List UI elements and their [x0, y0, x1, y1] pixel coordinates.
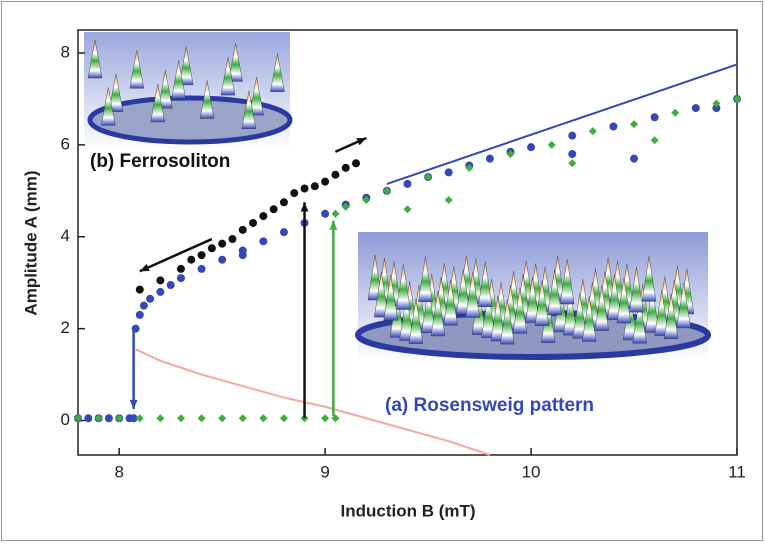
point: [218, 256, 226, 264]
point: [311, 182, 319, 190]
point: [84, 414, 92, 422]
x-tick-label: 9: [320, 462, 329, 481]
y-axis-label: Amplitude A (mm): [21, 170, 40, 315]
x-tick-label: 11: [728, 462, 746, 481]
point: [342, 164, 350, 172]
point: [105, 414, 113, 422]
y-tick-label: 2: [61, 318, 70, 337]
point: [692, 104, 700, 112]
point: [239, 226, 247, 234]
point: [280, 228, 288, 236]
x-axis-label: Induction B (mT): [340, 501, 475, 520]
point: [218, 240, 226, 248]
inset-rosensweig: [358, 232, 708, 362]
point: [198, 265, 206, 273]
point: [352, 159, 360, 167]
point: [280, 198, 288, 206]
point: [259, 237, 267, 245]
annotation: (b) Ferrosoliton: [90, 151, 230, 172]
point: [568, 132, 576, 140]
point: [136, 311, 144, 319]
point: [228, 235, 236, 243]
point: [177, 265, 185, 273]
point: [301, 185, 309, 193]
point: [208, 244, 216, 252]
point: [177, 274, 185, 282]
point: [651, 113, 659, 121]
point: [259, 212, 267, 220]
point: [486, 155, 494, 163]
point: [321, 178, 329, 186]
point: [167, 281, 175, 289]
y-tick-label: 6: [61, 134, 70, 153]
point: [404, 180, 412, 188]
point: [321, 210, 329, 218]
point: [198, 251, 206, 259]
point: [331, 171, 339, 179]
point: [270, 205, 278, 213]
point: [568, 150, 576, 158]
chart: (b) Ferrosoliton (a) Rosensweig pattern …: [0, 0, 765, 543]
point: [249, 219, 257, 227]
page: {"chart_data": { "type": "scatter", "xla…: [0, 0, 765, 548]
point: [630, 155, 638, 163]
annotation: (a) Rosensweig pattern: [385, 395, 594, 416]
point: [140, 302, 148, 310]
y-tick-label: 8: [61, 42, 70, 61]
point: [136, 286, 144, 294]
point: [187, 256, 195, 264]
x-tick-label: 8: [114, 462, 123, 481]
y-tick-label: 0: [61, 410, 70, 429]
point: [290, 189, 298, 197]
point: [146, 295, 154, 303]
point: [156, 288, 164, 296]
point: [609, 122, 617, 130]
x-tick-label: 10: [522, 462, 541, 481]
point: [156, 276, 164, 284]
inset-ferrosoliton: [84, 32, 290, 150]
y-tick-label: 4: [61, 226, 70, 245]
point: [527, 143, 535, 151]
point: [445, 168, 453, 176]
point: [239, 251, 247, 259]
